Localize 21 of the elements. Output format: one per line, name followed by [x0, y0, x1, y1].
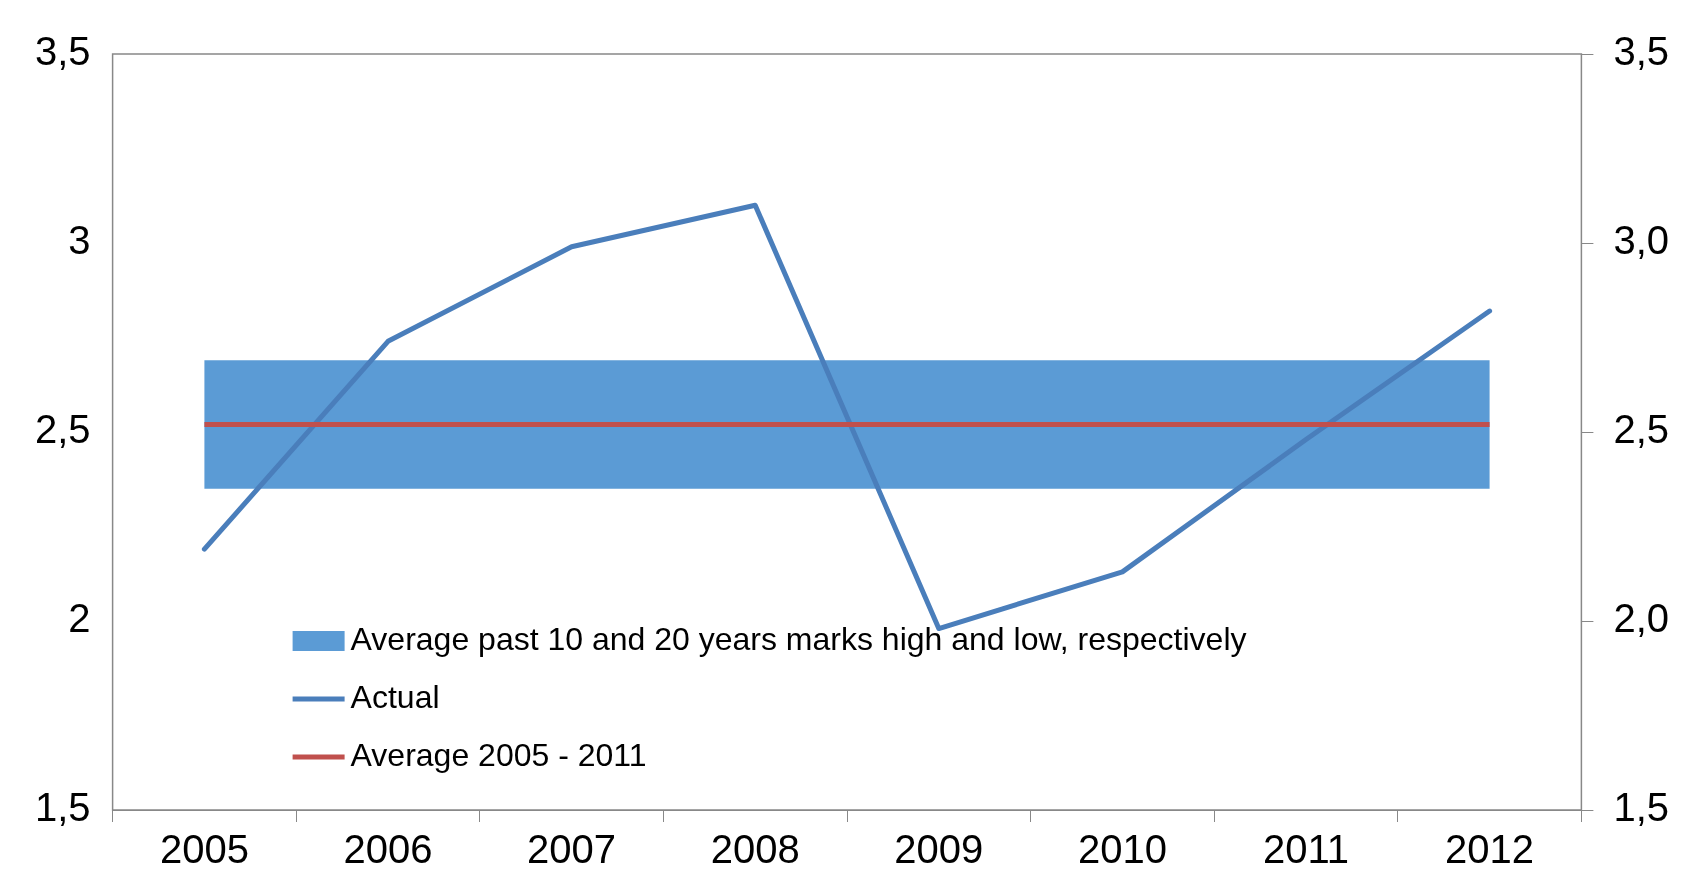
x-tick-label: 2005 [159, 827, 249, 872]
x-tick-label: 2011 [1262, 827, 1349, 872]
y2-tick-label: 3,5 [1613, 29, 1669, 74]
legend-label: Average past 10 and 20 years marks high and low, respectively [350, 620, 1247, 657]
y2-tick-label: 2,0 [1613, 596, 1669, 641]
legend-label: Actual [350, 678, 440, 715]
y-tick-label: 3 [68, 218, 91, 263]
legend-label: Average 2005 - 2011 [350, 736, 647, 773]
y-tick-label: 2 [68, 596, 91, 641]
x-tick-label: 2007 [527, 827, 617, 872]
y-tick-label: 3,5 [35, 29, 91, 74]
y-tick-label: 2,5 [35, 407, 91, 452]
y2-tick-label: 1,5 [1613, 785, 1669, 830]
x-tick-label: 2006 [343, 827, 433, 872]
x-tick-label: 2010 [1077, 827, 1167, 872]
y-tick-label: 1,5 [35, 785, 91, 830]
x-tick-label: 2009 [894, 827, 984, 872]
x-tick-label: 2008 [710, 827, 800, 872]
x-tick-label: 2012 [1445, 827, 1535, 872]
y2-tick-label: 2,5 [1613, 407, 1669, 452]
y2-tick-label: 3,0 [1613, 218, 1669, 263]
